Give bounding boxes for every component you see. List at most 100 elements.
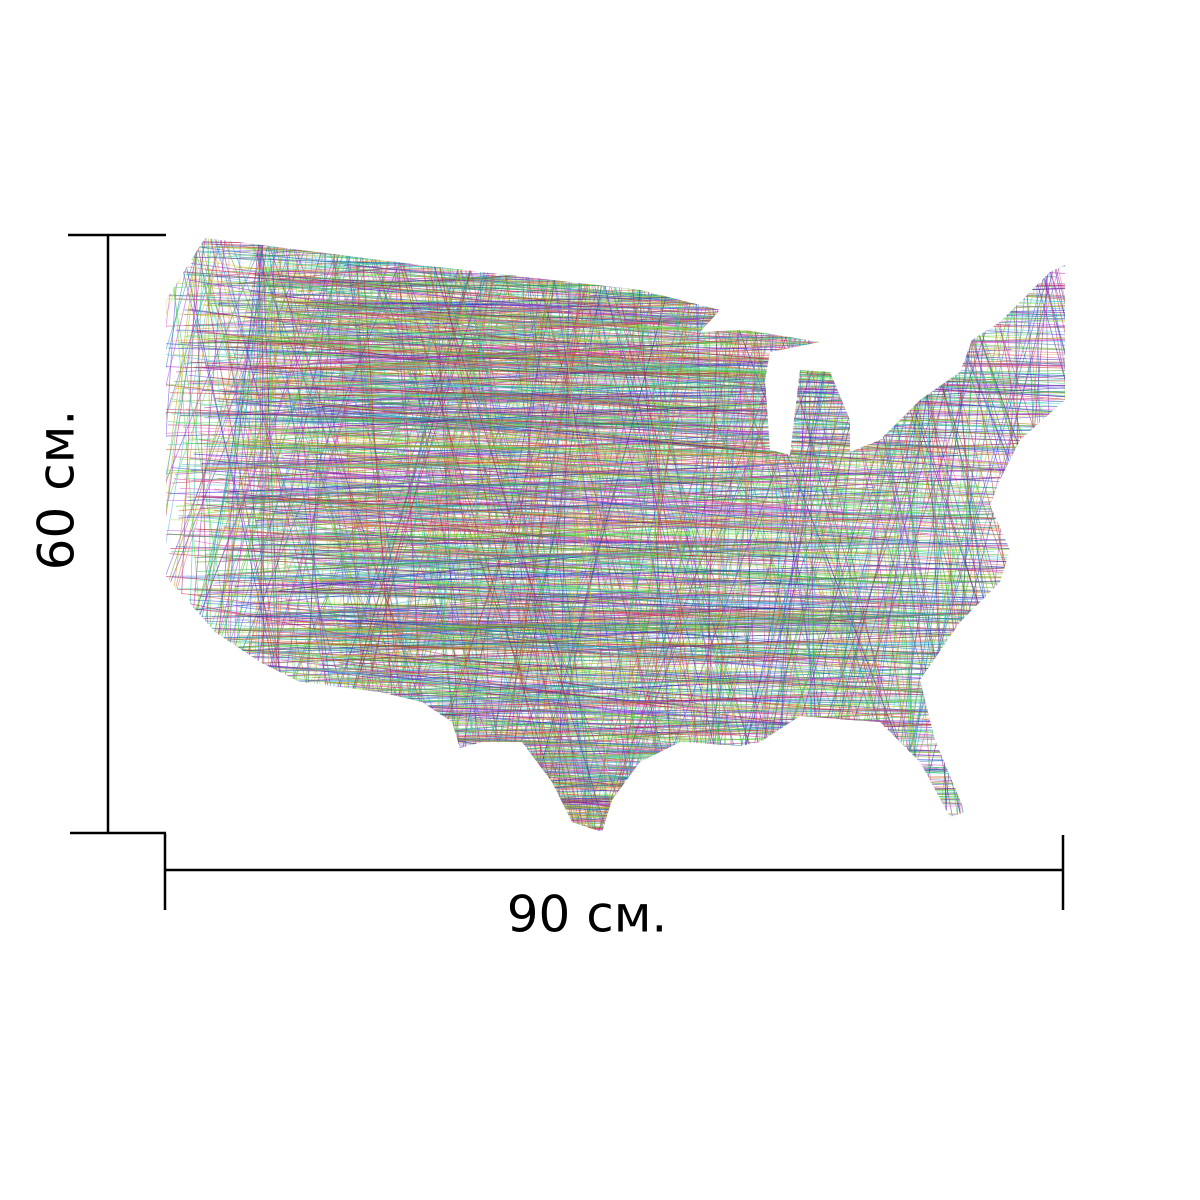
map-line (202, 413, 1065, 429)
map-line (986, 238, 1065, 832)
map-line (204, 829, 680, 832)
map-line (679, 238, 684, 832)
map-line (325, 771, 1065, 822)
map-line (213, 736, 1065, 787)
map-line (166, 238, 207, 832)
map-line (202, 222, 624, 233)
map-line (199, 439, 787, 505)
map-line (270, 602, 996, 623)
map-line (1069, 230, 1200, 840)
map-line (186, 602, 530, 672)
map-line (325, 293, 670, 313)
map-line (280, 748, 1063, 752)
map-line (171, 573, 601, 577)
map-line (231, 790, 557, 832)
map-line (179, 341, 613, 348)
map-line (340, 771, 684, 776)
map-line (226, 779, 534, 813)
map-line (1040, 238, 1065, 832)
map-line (343, 444, 1003, 496)
map-line (203, 445, 800, 458)
map-line (283, 822, 689, 832)
map-line (198, 789, 506, 793)
map-line (260, 770, 740, 800)
height-label: 60 см. (28, 410, 86, 571)
map-line (229, 477, 777, 496)
map-line (1064, 238, 1065, 832)
map-line (166, 238, 204, 832)
map-line (321, 466, 761, 480)
map-line (358, 637, 1038, 650)
map-line (298, 753, 759, 766)
map-line (345, 757, 700, 778)
map-line (311, 238, 1065, 246)
map-line (1067, 230, 1162, 840)
map-line (318, 815, 904, 821)
map-line (337, 768, 1065, 772)
map-line (293, 778, 1065, 797)
map-line (353, 405, 784, 421)
map-line (168, 421, 553, 452)
map-line (176, 471, 919, 507)
map-line (268, 830, 871, 832)
map-line (166, 238, 201, 832)
map-line (182, 832, 593, 879)
map-line (357, 288, 752, 326)
map-line (246, 408, 1065, 450)
map-line (278, 497, 780, 531)
map-line (183, 777, 803, 830)
map-line (321, 607, 881, 634)
map-line (294, 527, 602, 552)
map-line (341, 761, 948, 798)
map-line (282, 771, 736, 828)
map-line (303, 541, 1065, 560)
map-line (289, 238, 839, 241)
map-line (268, 493, 908, 534)
map-line (224, 825, 987, 832)
map-line (178, 470, 892, 538)
map-line (339, 790, 1065, 811)
map-line (241, 238, 729, 242)
map-line (239, 238, 802, 259)
map-line (234, 759, 576, 762)
map-line (166, 238, 263, 832)
map-line (216, 820, 995, 826)
map-line (166, 238, 179, 832)
map-line (198, 558, 567, 596)
map-line (190, 316, 760, 337)
map-line (308, 667, 734, 722)
map-line (875, 238, 881, 832)
map-line (176, 778, 842, 832)
map-line (273, 533, 692, 536)
map-line (223, 792, 897, 832)
map-line (177, 777, 868, 820)
map-line (294, 206, 1181, 236)
map-line (277, 833, 697, 867)
map-line (339, 755, 1065, 810)
map-line (270, 636, 971, 648)
map-line (315, 807, 781, 832)
map-line (176, 343, 683, 373)
map-line (254, 490, 918, 522)
map-line (339, 494, 1065, 542)
map-line (210, 787, 1065, 803)
map-line (201, 238, 1065, 253)
map-line (223, 758, 580, 802)
map-line (349, 814, 1065, 832)
map-line (287, 819, 637, 832)
map-line (295, 758, 1065, 765)
map-line (248, 244, 745, 252)
map-line (1042, 238, 1065, 832)
map-line (312, 803, 783, 806)
map-line (238, 826, 1065, 832)
map-line (613, 238, 701, 832)
map-line (359, 387, 1065, 437)
map-line (268, 246, 1065, 261)
map-line (259, 467, 829, 480)
map-line (253, 541, 781, 546)
map-line (831, 238, 916, 832)
map-line (276, 279, 758, 329)
map-line (333, 238, 1065, 241)
map-line (166, 615, 775, 619)
map-line (312, 395, 916, 454)
